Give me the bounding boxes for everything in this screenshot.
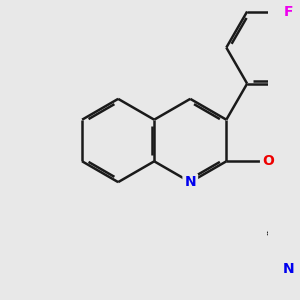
Text: N: N [283,262,295,277]
Text: O: O [262,154,274,168]
Text: N: N [184,175,196,189]
Text: F: F [284,4,293,19]
